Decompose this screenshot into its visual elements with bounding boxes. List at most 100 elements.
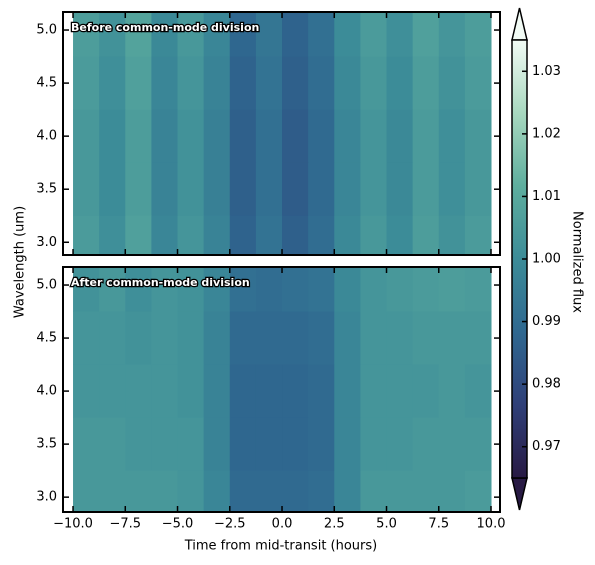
heatmap-cell [334, 12, 361, 58]
y-tick-label: 4.5 [36, 331, 57, 346]
heatmap-cell [73, 470, 100, 512]
heatmap-cell [229, 162, 257, 217]
heatmap-cell [360, 311, 388, 366]
heatmap-cell [229, 267, 257, 313]
heatmap-cell [99, 311, 126, 366]
heatmap-cell [203, 311, 231, 366]
heatmap-cell [151, 109, 179, 164]
heatmap-cell [438, 311, 466, 366]
heatmap-cell [412, 364, 440, 419]
heatmap-cell [229, 364, 257, 419]
heatmap-cell [360, 109, 388, 164]
heatmap-cell [203, 162, 231, 217]
heatmap-cell [438, 470, 466, 512]
heatmap-cell [151, 162, 179, 217]
heatmap-cell [203, 56, 231, 111]
heatmap-cell [99, 364, 126, 419]
colorbar-tick-label: 1.02 [532, 126, 561, 141]
heatmap-cell [125, 109, 152, 164]
heatmap-cell [386, 215, 414, 255]
x-tick-label: 10.0 [477, 517, 506, 532]
heatmap-cell [73, 215, 100, 255]
heatmap-cell [151, 12, 179, 58]
heatmap-cell [203, 109, 231, 164]
heatmap-cell [308, 364, 335, 419]
heatmap-cell [151, 417, 179, 472]
heatmap-cell [125, 267, 152, 313]
heatmap-cell [438, 56, 466, 111]
heatmap-cell [73, 56, 100, 111]
y-tick-label: 3.0 [36, 235, 57, 250]
heatmap-cell [255, 311, 283, 366]
heatmap-cell [99, 470, 126, 512]
heatmap-cell [412, 56, 440, 111]
heatmap-cell [334, 311, 361, 366]
heatmap-cell [177, 311, 205, 366]
heatmap-cell [438, 109, 466, 164]
heatmap-cell [151, 56, 179, 111]
heatmap-cell [229, 311, 257, 366]
heatmap-cell [334, 215, 361, 255]
y-tick-label: 4.0 [36, 384, 57, 399]
heatmap-cell [308, 12, 335, 58]
heatmap-cell [464, 267, 492, 313]
heatmap-cell [282, 215, 309, 255]
y-tick-label: 4.0 [36, 129, 57, 144]
heatmap-cell [282, 109, 309, 164]
heatmap-cell [412, 162, 440, 217]
heatmap-cell [125, 215, 152, 255]
y-tick-label: 3.5 [36, 182, 57, 197]
heatmap-cell [73, 162, 100, 217]
heatmap-cell [360, 56, 388, 111]
heatmap-cell [438, 267, 466, 313]
heatmap-cell [282, 162, 309, 217]
heatmap-cell [99, 215, 126, 255]
x-tick-label: −7.5 [109, 517, 141, 532]
heatmap-cell [99, 12, 126, 58]
heatmap-cell [73, 267, 100, 313]
heatmap-cell [464, 12, 492, 58]
heatmap-cell [229, 109, 257, 164]
heatmap-cell [255, 470, 283, 512]
heatmap-cell [308, 267, 335, 313]
heatmap-cell [151, 470, 179, 512]
heatmap-cell [464, 162, 492, 217]
y-axis-label: Wavelength (um) [13, 206, 28, 318]
heatmap-cell [334, 56, 361, 111]
heatmap-cell [203, 12, 231, 58]
heatmap-cell [308, 215, 335, 255]
heatmap-cell [360, 215, 388, 255]
y-tick-label: 5.0 [36, 23, 57, 38]
heatmap-cell [386, 162, 414, 217]
heatmap-cell [360, 162, 388, 217]
heatmap-cell [360, 12, 388, 58]
heatmap-cell [73, 417, 100, 472]
heatmap-cell [308, 417, 335, 472]
colorbar-label: Normalized flux [570, 211, 585, 313]
heatmap-cell [282, 417, 309, 472]
heatmap-cell [282, 56, 309, 111]
heatmap-cell [203, 267, 231, 313]
heatmap-cell [229, 215, 257, 255]
heatmap-cell [177, 56, 205, 111]
y-tick-label: 5.0 [36, 278, 57, 293]
heatmap-cell [282, 267, 309, 313]
panel-label: After common-mode division [71, 276, 250, 289]
x-tick-label: −5.0 [162, 517, 194, 532]
heatmap-cell [229, 417, 257, 472]
heatmap-cell [386, 56, 414, 111]
y-tick-label: 3.0 [36, 490, 57, 505]
heatmap-cell [412, 470, 440, 512]
heatmap-cell [99, 267, 126, 313]
x-tick-label: 7.5 [428, 517, 449, 532]
heatmap-cell [464, 417, 492, 472]
colorbar-tick-label: 0.98 [532, 377, 561, 392]
x-tick-label: −10.0 [53, 517, 93, 532]
heatmap-cell [334, 470, 361, 512]
heatmap-cell [229, 12, 257, 58]
heatmap-cell [125, 417, 152, 472]
y-tick-label: 4.5 [36, 76, 57, 91]
heatmap-cell [203, 470, 231, 512]
heatmap-cell [464, 215, 492, 255]
heatmap-cell [464, 364, 492, 419]
